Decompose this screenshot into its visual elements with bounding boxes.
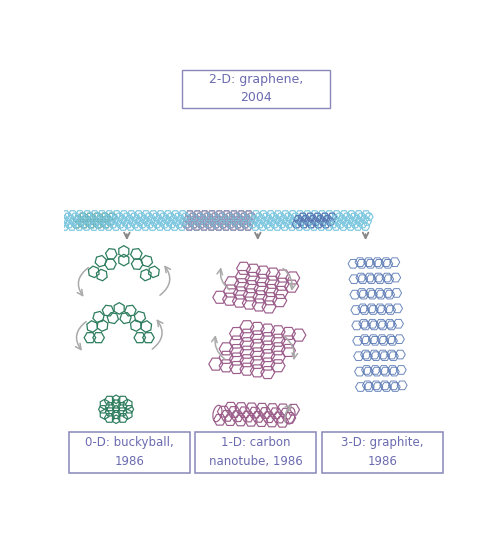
Text: 1-D: carbon
nanotube, 1986: 1-D: carbon nanotube, 1986 [209, 436, 302, 468]
FancyBboxPatch shape [196, 431, 316, 473]
FancyBboxPatch shape [322, 431, 442, 473]
Text: 0-D: buckyball,
1986: 0-D: buckyball, 1986 [85, 436, 174, 468]
Text: 2-D: graphene,
2004: 2-D: graphene, 2004 [209, 73, 304, 105]
Text: 3-D: graphite,
1986: 3-D: graphite, 1986 [341, 436, 423, 468]
FancyBboxPatch shape [69, 431, 190, 473]
FancyBboxPatch shape [182, 70, 330, 108]
